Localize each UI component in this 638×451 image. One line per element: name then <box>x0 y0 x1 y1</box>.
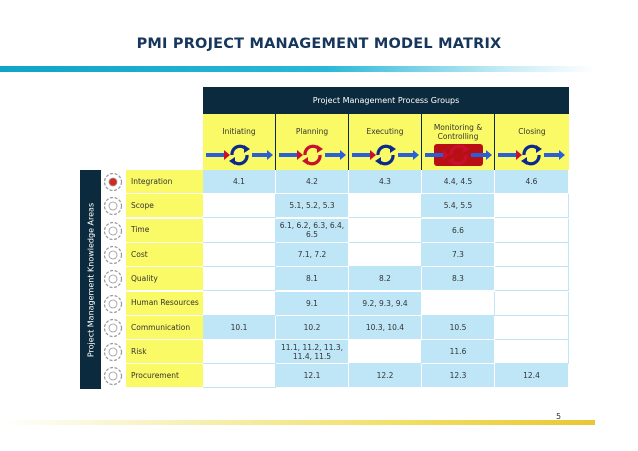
knowledge-area-icon <box>101 340 126 365</box>
matrix-cell: 4.4, 4.5 <box>422 170 495 194</box>
knowledge-area-row: Quality 8.1 8.2 8.3 <box>101 267 569 292</box>
knowledge-areas-header: Project Management Knowledge Areas <box>80 170 101 389</box>
matrix-cell: 4.3 <box>349 170 422 194</box>
matrix-cell <box>203 218 276 243</box>
knowledge-area-label: Human Resources <box>126 291 203 316</box>
knowledge-area-row: Communication 10.1 10.2 10.3, 10.4 10.5 <box>101 315 569 340</box>
knowledge-area-row: Integration 4.1 4.2 4.3 4.4, 4.5 4.6 <box>101 170 569 194</box>
process-group-5: Closing <box>495 114 569 170</box>
matrix-cell <box>203 242 276 267</box>
matrix-cell <box>349 194 422 219</box>
matrix-cell: 4.2 <box>276 170 349 194</box>
matrix-cell: 8.2 <box>349 267 422 292</box>
knowledge-area-label: Scope <box>126 194 203 219</box>
process-group-2: Planning <box>276 114 349 170</box>
process-group-label: Executing <box>366 127 404 137</box>
matrix-cell: 6.6 <box>422 218 495 243</box>
matrix-cell: 6.1, 6.2, 6.3, 6.4, 6.5 <box>276 218 349 243</box>
matrix-cell: 11.6 <box>422 340 495 365</box>
knowledge-area-label: Cost <box>126 242 203 267</box>
knowledge-area-icon <box>101 364 126 389</box>
process-cycle-icon <box>425 144 492 166</box>
process-cycle-icon <box>498 144 565 166</box>
matrix-cell: 10.1 <box>203 315 276 340</box>
knowledge-area-label: Quality <box>126 267 203 292</box>
matrix-cell <box>203 194 276 219</box>
process-group-label: Initiating <box>222 127 256 137</box>
process-group-label: Closing <box>518 127 546 137</box>
process-group-3: Executing <box>349 114 422 170</box>
matrix-cell <box>495 218 569 243</box>
matrix-cell: 12.2 <box>349 364 422 389</box>
process-group-label: Monitoring & Controlling <box>433 122 483 141</box>
matrix-cell <box>203 267 276 292</box>
matrix-cell: 12.4 <box>495 364 569 389</box>
knowledge-area-row: Scope 5.1, 5.2, 5.3 5.4, 5.5 <box>101 194 569 219</box>
process-group-4: Monitoring & Controlling <box>422 114 495 170</box>
slide-title: PMI PROJECT MANAGEMENT MODEL MATRIX <box>136 36 502 52</box>
matrix-cell: 8.1 <box>276 267 349 292</box>
top-accent-band <box>0 66 595 72</box>
matrix-cell <box>349 340 422 365</box>
process-cycle-icon <box>279 144 346 166</box>
matrix-cell <box>495 315 569 340</box>
process-group-label: Planning <box>295 127 329 137</box>
matrix-cell: 10.3, 10.4 <box>349 315 422 340</box>
knowledge-area-row: Cost 7.1, 7.2 7.3 <box>101 242 569 267</box>
matrix-cell: 11.1, 11.2, 11.3, 11.4, 11.5 <box>276 340 349 365</box>
knowledge-area-icon <box>101 194 126 219</box>
matrix-cell: 9.2, 9.3, 9.4 <box>349 291 422 316</box>
process-cycle-icon <box>206 144 273 166</box>
matrix-cell <box>495 242 569 267</box>
matrix-cell: 7.1, 7.2 <box>276 242 349 267</box>
knowledge-area-row: Human Resources 9.1 9.2, 9.3, 9.4 <box>101 291 569 316</box>
knowledge-area-icon <box>101 291 126 316</box>
pmi-matrix: Project Management Process Groups Initia… <box>80 87 569 389</box>
knowledge-area-icon <box>101 267 126 292</box>
knowledge-areas-header-text: Project Management Knowledge Areas <box>86 202 95 357</box>
process-group-1: Initiating <box>203 114 276 170</box>
process-cycle-icon <box>352 144 419 166</box>
process-group-row: Initiating Planning Executing Monitoring & … <box>203 114 569 170</box>
matrix-cell <box>349 242 422 267</box>
matrix-cell <box>203 364 276 389</box>
matrix-cell <box>422 291 495 316</box>
knowledge-area-label: Procurement <box>126 364 203 389</box>
matrix-cell: 5.1, 5.2, 5.3 <box>276 194 349 219</box>
matrix-cell: 10.2 <box>276 315 349 340</box>
matrix-cell <box>495 340 569 365</box>
knowledge-area-row: Procurement 12.1 12.2 12.3 12.4 <box>101 364 569 389</box>
matrix-cell: 7.3 <box>422 242 495 267</box>
matrix-cell <box>495 291 569 316</box>
knowledge-area-label: Communication <box>126 315 203 340</box>
knowledge-area-label: Risk <box>126 340 203 365</box>
matrix-cell: 5.4, 5.5 <box>422 194 495 219</box>
matrix-cell: 4.1 <box>203 170 276 194</box>
knowledge-area-icon <box>101 218 126 243</box>
knowledge-area-icon <box>101 315 126 340</box>
matrix-cell <box>203 340 276 365</box>
matrix-cell <box>349 218 422 243</box>
matrix-cell: 12.3 <box>422 364 495 389</box>
process-groups-header: Project Management Process Groups <box>203 87 569 114</box>
page-number: 5 <box>556 412 562 421</box>
knowledge-area-icon <box>101 242 126 267</box>
matrix-cell <box>203 291 276 316</box>
knowledge-area-label: Integration <box>126 170 203 194</box>
matrix-cell <box>495 194 569 219</box>
matrix-cell: 9.1 <box>276 291 349 316</box>
matrix-cell: 8.3 <box>422 267 495 292</box>
matrix-cell: 12.1 <box>276 364 349 389</box>
knowledge-area-icon <box>101 170 126 194</box>
bottom-accent-band <box>0 420 595 425</box>
knowledge-area-label: Time <box>126 218 203 243</box>
matrix-cell <box>495 267 569 292</box>
knowledge-area-row: Risk 11.1, 11.2, 11.3, 11.4, 11.5 11.6 <box>101 340 569 365</box>
matrix-cell: 4.6 <box>495 170 569 194</box>
knowledge-area-row: Time 6.1, 6.2, 6.3, 6.4, 6.5 6.6 <box>101 218 569 243</box>
matrix-cell: 10.5 <box>422 315 495 340</box>
